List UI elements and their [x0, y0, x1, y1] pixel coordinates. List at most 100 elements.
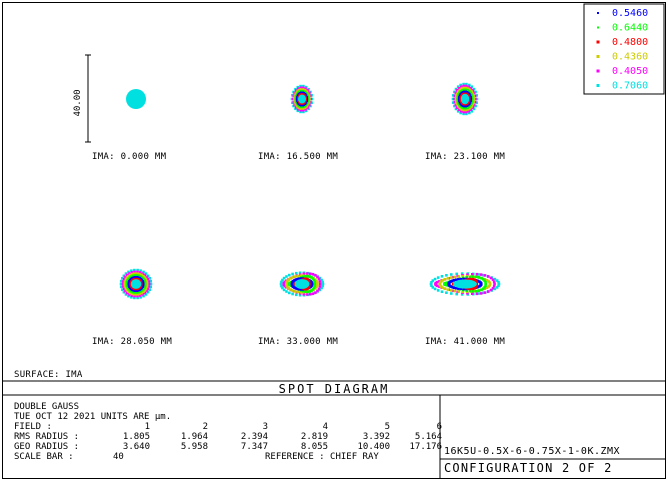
spot-point	[483, 286, 486, 289]
spot-point	[121, 280, 125, 283]
spot-point	[279, 282, 283, 286]
spot-point	[140, 291, 143, 295]
spot-point	[431, 286, 435, 289]
spot-point	[136, 289, 140, 292]
spot-point	[471, 97, 474, 101]
plot-title: SPOT DIAGRAM	[278, 382, 390, 396]
spot-point	[313, 282, 317, 286]
spot-point	[465, 82, 468, 86]
spot-point	[320, 278, 323, 282]
spot-point	[310, 276, 313, 279]
spot-point	[462, 108, 466, 112]
spot-point	[466, 108, 470, 111]
spot-point	[497, 281, 500, 284]
legend: 0.5460 0.6440 0.4800 0.4360 0.4050 0.7060	[596, 8, 648, 92]
spot-point	[449, 289, 453, 292]
spot-point	[299, 110, 302, 114]
spot-point	[308, 275, 311, 278]
spot-point	[146, 274, 150, 278]
spot-point	[466, 89, 469, 92]
spot-point	[146, 287, 150, 291]
spot-point	[453, 100, 457, 104]
reference-label: REFERENCE : CHIEF RAY	[265, 452, 379, 462]
spot-point	[121, 282, 125, 286]
spot-point	[127, 284, 131, 287]
spot-point	[459, 102, 462, 106]
spot-point	[480, 288, 483, 292]
spot-point	[316, 275, 319, 279]
scale-bar-label: 40.00	[73, 89, 83, 116]
spot-point	[474, 104, 477, 108]
spot-point	[466, 106, 469, 109]
spot-point	[294, 107, 297, 111]
spot-point	[138, 292, 141, 296]
spot-point	[143, 279, 146, 282]
spot-point	[469, 87, 473, 90]
spot-point	[126, 279, 129, 282]
spot-point	[297, 287, 301, 291]
spot-point	[473, 100, 477, 104]
field-cell: 3	[262, 422, 268, 432]
spot-point	[299, 105, 303, 109]
spot-point	[136, 294, 139, 298]
spot-point	[466, 273, 469, 276]
spot-point	[495, 279, 499, 282]
spot-point	[289, 277, 292, 280]
spot-point	[138, 288, 141, 292]
spot-point	[469, 103, 472, 107]
spot-point	[481, 278, 485, 281]
field-label: IMA: 23.100 MM	[425, 152, 506, 162]
spot-point	[301, 275, 305, 279]
spot-point	[316, 282, 319, 286]
spot-point	[440, 275, 444, 278]
spot-point	[318, 280, 322, 283]
spot-point	[484, 284, 487, 287]
spot-point	[125, 276, 129, 280]
spot-point	[487, 285, 491, 288]
spot-point	[457, 97, 461, 101]
spot-core	[460, 93, 470, 105]
spot-field-6	[429, 272, 501, 296]
spot-point	[321, 284, 324, 288]
spot-core	[453, 279, 477, 289]
spot-point	[133, 294, 136, 298]
spot-point	[147, 285, 151, 288]
spot-point	[310, 292, 313, 296]
legend-wavelength: 0.4050	[612, 66, 648, 77]
spot-point	[488, 281, 492, 284]
spot-point	[462, 112, 465, 116]
spot-point	[433, 287, 437, 291]
spot-point	[459, 277, 463, 281]
spot-point	[142, 275, 145, 278]
spot-point	[477, 273, 480, 276]
geo-row: GEO RADIUS :	[14, 442, 79, 452]
spot-point	[137, 274, 141, 278]
spot-point	[471, 92, 475, 96]
spot-point	[469, 96, 472, 99]
spot-point	[477, 289, 481, 292]
spot-point	[124, 275, 127, 279]
spot-point	[304, 109, 308, 113]
spot-point	[142, 270, 145, 274]
spot-point	[297, 106, 301, 110]
spot-point	[142, 294, 145, 298]
spot-field-2	[290, 84, 314, 114]
spot-point	[313, 280, 316, 284]
spot-point	[483, 278, 487, 281]
spot-point	[452, 286, 456, 289]
spot-point	[458, 103, 461, 107]
spot-point	[139, 290, 142, 293]
spot-point	[474, 90, 477, 94]
spot-point	[305, 272, 309, 275]
spot-point	[121, 285, 125, 288]
spot-point	[489, 288, 493, 292]
spot-point	[301, 86, 305, 90]
spot-point	[281, 286, 284, 290]
rms-cell: 2.819	[300, 432, 328, 442]
spot-point	[311, 273, 315, 276]
spot-point	[311, 292, 315, 295]
file-name: 16K5U-0.5X-6-0.75X-1-0K.ZMX	[444, 446, 621, 457]
spot-point	[320, 286, 323, 290]
spot-point	[458, 94, 462, 97]
